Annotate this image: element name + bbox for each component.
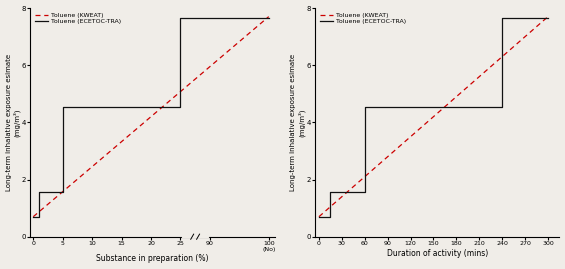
- Legend: Toluene (KWEAT), Toluene (ECETOC-TRA): Toluene (KWEAT), Toluene (ECETOC-TRA): [33, 11, 122, 26]
- Y-axis label: Long-term inhalative exposure esimate
(mg/m³): Long-term inhalative exposure esimate (m…: [6, 54, 20, 191]
- X-axis label: Duration of activity (mins): Duration of activity (mins): [386, 249, 488, 258]
- Legend: Toluene (KWEAT), Toluene (ECETOC-TRA): Toluene (KWEAT), Toluene (ECETOC-TRA): [318, 11, 407, 26]
- Y-axis label: Long-term inhalative exposure esimate
(mg/m³): Long-term inhalative exposure esimate (m…: [290, 54, 305, 191]
- Bar: [182, 234, 208, 237]
- X-axis label: Substance in preparation (%): Substance in preparation (%): [96, 254, 208, 263]
